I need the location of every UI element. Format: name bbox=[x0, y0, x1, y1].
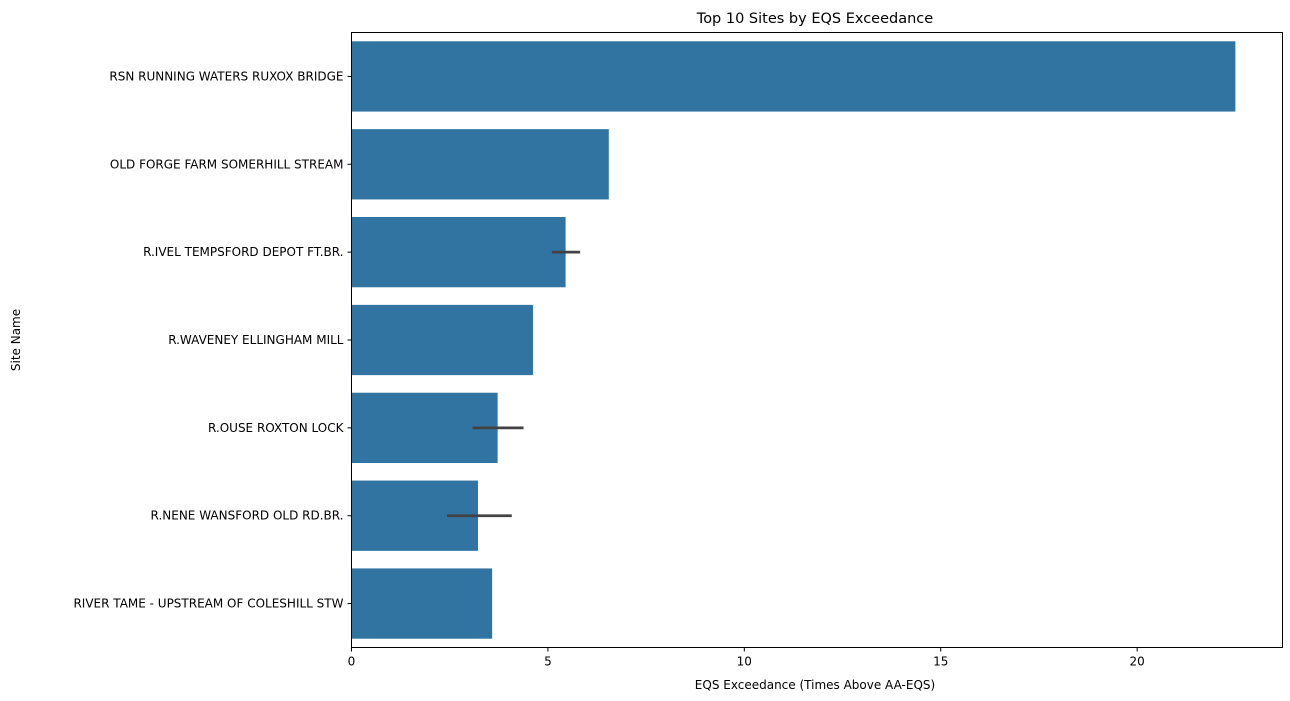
x-axis-label: EQS Exceedance (Times Above AA-EQS) bbox=[695, 678, 935, 692]
y-axis-label: Site Name bbox=[9, 309, 23, 371]
plot-area: RSN RUNNING WATERS RUXOX BRIDGE OLD FORGE… bbox=[73, 41, 1236, 669]
x-tick-label: 0 bbox=[348, 655, 356, 669]
bar bbox=[351, 41, 1236, 112]
y-tick-label: R.OUSE ROXTON LOCK bbox=[208, 421, 345, 435]
bar bbox=[351, 568, 493, 639]
bar bbox=[351, 129, 609, 200]
y-tick-label: R.NENE WANSFORD OLD RD.BR. bbox=[151, 509, 344, 523]
bar bbox=[351, 217, 566, 288]
chart-title: Top 10 Sites by EQS Exceedance bbox=[696, 11, 933, 27]
x-tick-label: 10 bbox=[737, 655, 752, 669]
y-tick-label: RSN RUNNING WATERS RUXOX BRIDGE bbox=[109, 69, 343, 83]
y-tick-label: R.IVEL TEMPSFORD DEPOT FT.BR. bbox=[143, 245, 343, 259]
y-tick-label: RIVER TAME - UPSTREAM OF COLESHILL STW bbox=[73, 597, 343, 611]
plot-frame bbox=[351, 32, 1283, 648]
bar bbox=[351, 304, 533, 376]
x-tick-label: 20 bbox=[1130, 655, 1145, 669]
x-tick-label: 5 bbox=[544, 655, 552, 669]
x-tick-label: 15 bbox=[933, 655, 948, 669]
y-tick-label: R.WAVENEY ELLINGHAM MILL bbox=[168, 333, 344, 347]
y-tick-label: OLD FORGE FARM SOMERHILL STREAM bbox=[110, 157, 344, 171]
